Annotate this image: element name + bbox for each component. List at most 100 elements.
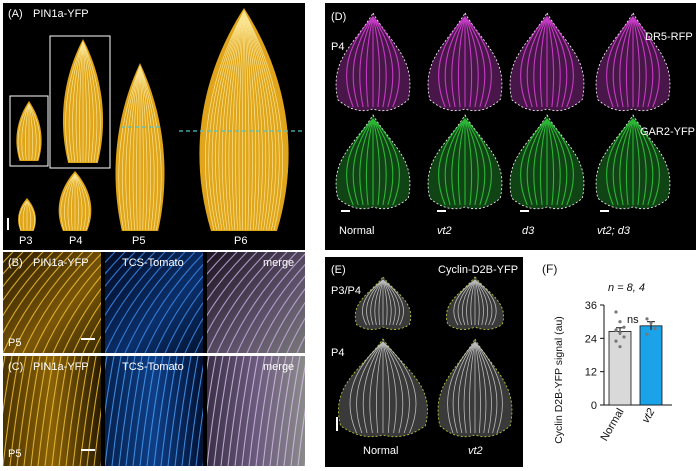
panel-e-id: (E): [331, 264, 346, 276]
panel-a-leaves: [7, 8, 303, 231]
leaf-p3-inset-veins: [17, 103, 41, 161]
panel-b: (B) PIN1a-YFP TCS-Tomato merge P5: [3, 252, 305, 353]
data-point: [618, 345, 622, 349]
vein-texture: [3, 356, 101, 466]
genotype-vt2: vt2: [437, 225, 452, 237]
b-tile-pin1a-lines: [3, 252, 101, 353]
panel-b-label-merge: merge: [263, 257, 295, 269]
c-tile-tcs: [105, 356, 203, 466]
panel-d-id: (D): [331, 11, 347, 23]
x-tick-label: Normal: [598, 407, 626, 444]
data-point: [622, 335, 626, 339]
c-tile-merge-lines: [207, 356, 305, 466]
panel-c-label-merge: merge: [263, 361, 295, 373]
panel-e-marker: Cyclin-D2B-YFP: [438, 264, 519, 276]
stage-label-p6: P6: [234, 235, 248, 247]
leaf-gar2-2-veins: [520, 118, 574, 206]
panel-e-leaves: [338, 276, 513, 438]
leaf-dr5-3-veins: [606, 16, 660, 108]
panel-e-genotype-vt2: vt2: [468, 445, 483, 457]
b-tile-pin1a: [3, 252, 101, 353]
stage-label-p4: P4: [69, 235, 83, 247]
scale-bar-d2: [437, 210, 446, 212]
stage-label-p5: P5: [132, 235, 146, 247]
data-point: [645, 332, 649, 336]
e-leaf-normal-p3p4-veins: [362, 279, 404, 326]
data-point: [618, 320, 622, 324]
bar-normal: [608, 330, 632, 406]
data-point: [649, 321, 653, 325]
panel-e: (E) Cyclin-D2B-YFP P3/P4 P4 Normal vt2: [325, 257, 523, 467]
panel-d-leaves: [335, 12, 671, 210]
b-tile-merge: [207, 252, 305, 353]
c-tile-pin1a-lines: [3, 356, 101, 466]
y-axis-label: Cyclin D2B-YFP signal (au): [553, 316, 565, 444]
e-leaf-vt2-p3p4-veins: [453, 279, 497, 326]
b-tile-tcs: [105, 252, 203, 353]
c-tile-tcs-lines: [105, 356, 203, 466]
panel-e-row-p3p4: P3/P4: [331, 285, 361, 297]
inset-frame-p3: [9, 95, 49, 167]
b-tile-tcs-lines: [105, 252, 203, 353]
x-tick-label: vt2: [640, 407, 658, 426]
data-point: [614, 310, 618, 314]
y-tick-label: 0: [591, 400, 597, 412]
panel-e-genotype-normal: Normal: [363, 445, 399, 457]
panel-f: (F) n = 8, 4 0 12 24 36 Normal vt2 Cyclin D2…: [530, 262, 696, 467]
vein-texture: [3, 252, 101, 353]
genotype-vt2-d3: vt2; d3: [597, 225, 631, 237]
bars: Normal vt2: [598, 321, 663, 444]
data-point: [622, 325, 626, 329]
leaf-dr5-0-veins: [346, 16, 400, 108]
vein-texture: [105, 356, 203, 466]
y-tick-label: 12: [585, 367, 597, 379]
c-tile-pin1a: [3, 356, 101, 466]
data-point: [614, 339, 618, 343]
scale-bar-c: [81, 449, 95, 451]
panel-c-stage: P5: [8, 448, 22, 460]
leaf-dr5-1-veins: [438, 16, 492, 108]
y-tick-label: 24: [585, 333, 597, 345]
scale-bar-b: [81, 338, 95, 340]
panel-d-stage: P4: [331, 41, 345, 53]
panel-a: (A) PIN1a-YFP P3 P4 P5 P6: [3, 3, 305, 250]
genotype-d3: d3: [522, 225, 535, 237]
leaf-gar2-1-veins: [438, 118, 492, 206]
panel-d: (D) P4 DR5-RFP GAR2-YFP Normal vt2 d3 vt…: [325, 3, 696, 250]
panel-f-n-label: n = 8, 4: [608, 282, 646, 294]
inset-frame-p4: [49, 35, 111, 169]
vein-texture: [105, 252, 203, 353]
leaf-p4-veins: [60, 173, 90, 231]
leaf-p3-veins: [18, 200, 36, 231]
leaf-p6-veins: [204, 10, 284, 231]
stage-label-p3: P3: [19, 235, 33, 247]
panel-c-id: (C): [8, 361, 24, 373]
leaf-p5-veins: [118, 65, 162, 231]
panel-c-label-pin1a: PIN1a-YFP: [33, 361, 89, 373]
ns-label: ns: [627, 314, 639, 326]
b-tile-merge-lines: [207, 252, 305, 353]
data-point: [645, 317, 649, 321]
data-point: [614, 328, 618, 332]
vein-texture: [207, 252, 305, 353]
scale-bar-d1: [341, 210, 350, 212]
scale-bar-d3: [520, 210, 529, 212]
panel-c-label-tcs: TCS-Tomato: [122, 361, 184, 373]
panel-c: (C) PIN1a-YFP TCS-Tomato merge P5: [3, 356, 305, 466]
leaf-p4-inset-veins: [65, 41, 101, 163]
vein-texture: [207, 356, 305, 466]
scale-bar-a: [7, 218, 9, 230]
panel-a-marker: PIN1a-YFP: [33, 8, 89, 20]
y-tick-label: 36: [585, 300, 597, 312]
leaf-gar2-3-veins: [606, 118, 660, 206]
leaf-dr5-2-veins: [520, 16, 574, 108]
panel-b-stage: P5: [8, 337, 22, 349]
panel-f-id: (F): [542, 262, 558, 276]
y-axis: 0 12 24 36: [585, 300, 672, 412]
scale-bar-e: [336, 417, 338, 431]
bar-vt2: [639, 325, 663, 406]
leaf-gar2-0-veins: [346, 118, 400, 206]
points: [614, 310, 657, 349]
panel-b-label-pin1a: PIN1a-YFP: [33, 257, 89, 269]
panel-f-chart: 0 12 24 36 Normal vt2 Cyclin D2B-YFP signal …: [553, 300, 672, 444]
